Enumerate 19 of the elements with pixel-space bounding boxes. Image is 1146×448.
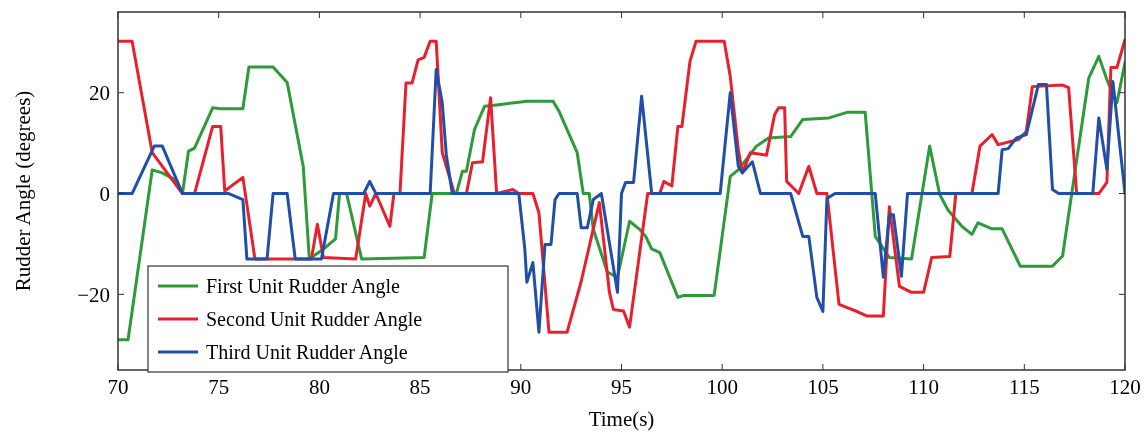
x-tick-label: 80: [308, 375, 330, 399]
y-tick-label: 20: [89, 81, 110, 106]
y-tick-label: 0: [99, 181, 110, 206]
x-tick-label: 70: [107, 375, 129, 399]
x-tick-label: 100: [706, 375, 738, 399]
x-tick-label: 85: [409, 375, 431, 399]
legend-label: Third Unit Rudder Angle: [206, 341, 408, 364]
x-axis-title: Time(s): [588, 407, 655, 431]
x-tick-label: 110: [908, 375, 939, 399]
y-tick-label: −20: [77, 282, 110, 307]
x-tick-label: 90: [510, 375, 532, 399]
x-tick-label: 115: [1008, 375, 1040, 399]
x-tick-label: 105: [807, 375, 839, 399]
y-axis-title: Rudder Angle (degrees): [11, 90, 35, 292]
legend-label: Second Unit Rudder Angle: [206, 308, 423, 331]
x-tick-label: 120: [1109, 375, 1141, 399]
legend-label: First Unit Rudder Angle: [206, 275, 401, 298]
x-tick-label: 75: [208, 375, 230, 399]
x-tick-label: 95: [611, 375, 632, 399]
